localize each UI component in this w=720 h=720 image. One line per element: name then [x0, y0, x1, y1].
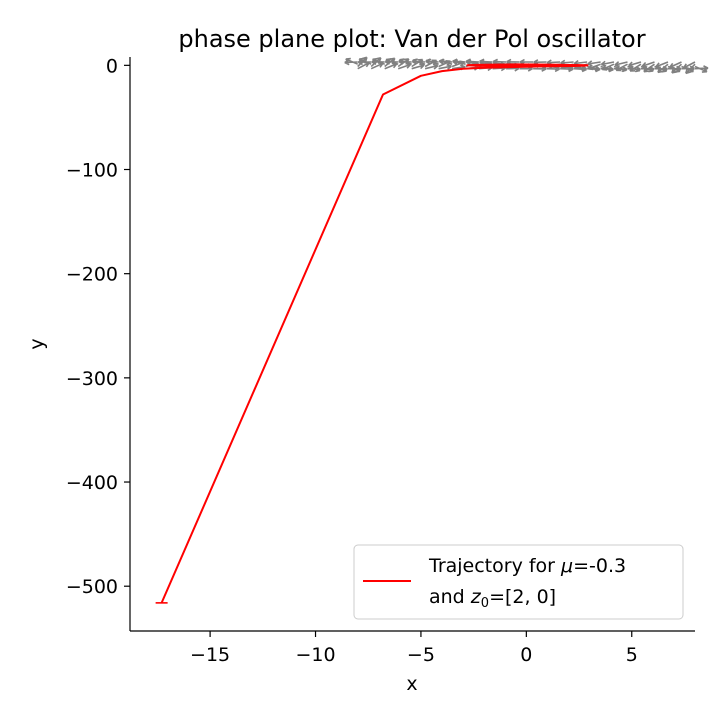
legend-line2-suffix: =[2, 0] [489, 586, 556, 608]
y-ticks: 0 −100 −200 −300 −400 −500 [66, 55, 130, 598]
y-tick-label: −500 [66, 576, 118, 598]
vector-field-arrow [667, 65, 682, 72]
y-tick-label: −400 [66, 472, 118, 494]
vector-field-arrow [345, 57, 359, 65]
x-tick-label: −5 [407, 644, 435, 666]
vector-field-arrow [384, 62, 398, 70]
x-tick-label: 5 [626, 644, 638, 666]
axes [129, 57, 695, 632]
trajectory-layer [155, 63, 589, 604]
vector-field-arrow [411, 63, 425, 70]
y-tick-label: −100 [66, 160, 118, 182]
x-axis-label: x [406, 673, 417, 695]
chart-title: phase plane plot: Van der Pol oscillator [178, 25, 645, 53]
vector-field-arrow [613, 66, 628, 73]
vector-field-arrow [573, 66, 588, 73]
legend-mu-symbol: μ [560, 555, 573, 577]
vector-field-arrow [370, 62, 384, 70]
vector-field-arrow [628, 61, 642, 68]
vector-field-arrow [614, 61, 628, 68]
vector-field-arrow [600, 66, 614, 73]
trajectory-line [160, 63, 589, 604]
legend-z-symbol: z [470, 586, 482, 608]
vector-field-arrow [370, 57, 382, 68]
vector-field-arrow [560, 66, 574, 73]
y-tick-label: 0 [106, 55, 118, 77]
x-tick-label: −10 [295, 644, 335, 666]
y-tick-label: −300 [66, 368, 118, 390]
vector-field-arrow [424, 63, 439, 70]
legend-line1-prefix: Trajectory for [428, 555, 561, 577]
vector-field-arrow [384, 57, 396, 68]
legend-label-line2: and z0=[2, 0] [429, 586, 556, 611]
x-tick-label: 0 [520, 644, 532, 666]
x-ticks: −15 −10 −5 0 5 [190, 631, 638, 666]
vector-field-arrow [694, 65, 709, 72]
vector-field-arrow [627, 66, 641, 73]
vector-field-arrow [424, 59, 438, 68]
legend-label-line1: Trajectory for μ=-0.3 [428, 555, 626, 577]
legend-line2-prefix: and [429, 586, 471, 608]
vector-field-arrow [411, 58, 424, 68]
vector-field-arrow [357, 56, 368, 68]
vector-field-arrow [587, 66, 601, 73]
vector-field-arrow [681, 65, 695, 72]
vector-field-arrow [641, 61, 655, 68]
legend: Trajectory for μ=-0.3 and z0=[2, 0] [353, 544, 684, 620]
x-tick-label: −15 [190, 644, 230, 666]
legend-box [353, 544, 684, 620]
y-tick-label: −200 [66, 264, 118, 286]
legend-z-subscript: 0 [481, 596, 489, 611]
vector-field-arrow [397, 62, 412, 70]
vector-field-arrow [640, 65, 655, 73]
vector-field-arrow [438, 63, 452, 71]
vector-field-arrow [357, 61, 370, 70]
legend-line1-suffix: =-0.3 [573, 555, 626, 577]
vector-field-arrow [397, 58, 410, 68]
y-axis-label: y [26, 338, 48, 349]
vector-field-arrow [654, 65, 668, 73]
